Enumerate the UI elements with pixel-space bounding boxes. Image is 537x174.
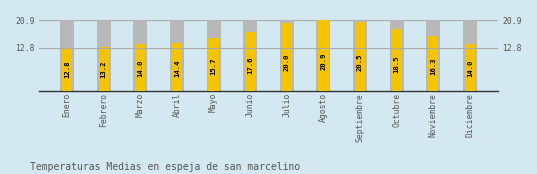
Text: 20.0: 20.0 <box>284 54 290 71</box>
Text: 17.6: 17.6 <box>247 56 253 74</box>
Text: 13.2: 13.2 <box>101 61 107 78</box>
Bar <box>426 20 440 92</box>
Bar <box>60 20 74 92</box>
Bar <box>133 20 147 92</box>
Bar <box>428 36 438 92</box>
Bar <box>62 48 72 92</box>
Bar <box>318 20 329 92</box>
Bar <box>316 20 330 92</box>
Bar <box>465 44 475 92</box>
Text: 15.7: 15.7 <box>211 58 216 76</box>
Text: Temperaturas Medias en espeja de san marcelino: Temperaturas Medias en espeja de san mar… <box>30 162 300 172</box>
Bar <box>135 44 146 92</box>
Text: 20.9: 20.9 <box>321 53 326 70</box>
Text: 18.5: 18.5 <box>394 55 400 73</box>
Bar <box>355 22 365 92</box>
Bar <box>463 20 477 92</box>
Bar <box>280 20 294 92</box>
Bar <box>282 23 292 92</box>
Text: 16.3: 16.3 <box>430 57 436 75</box>
Bar <box>390 20 404 92</box>
Bar <box>243 20 257 92</box>
Bar <box>353 20 367 92</box>
Bar <box>207 20 221 92</box>
Bar <box>97 20 111 92</box>
Bar <box>208 38 219 92</box>
Text: 20.5: 20.5 <box>357 53 363 71</box>
Text: 14.4: 14.4 <box>174 59 180 77</box>
Text: 14.0: 14.0 <box>467 60 473 77</box>
Bar <box>99 47 109 92</box>
Bar <box>172 42 182 92</box>
Bar <box>170 20 184 92</box>
Bar <box>391 29 402 92</box>
Text: 12.8: 12.8 <box>64 61 70 78</box>
Text: 14.0: 14.0 <box>137 60 143 77</box>
Bar <box>245 32 255 92</box>
